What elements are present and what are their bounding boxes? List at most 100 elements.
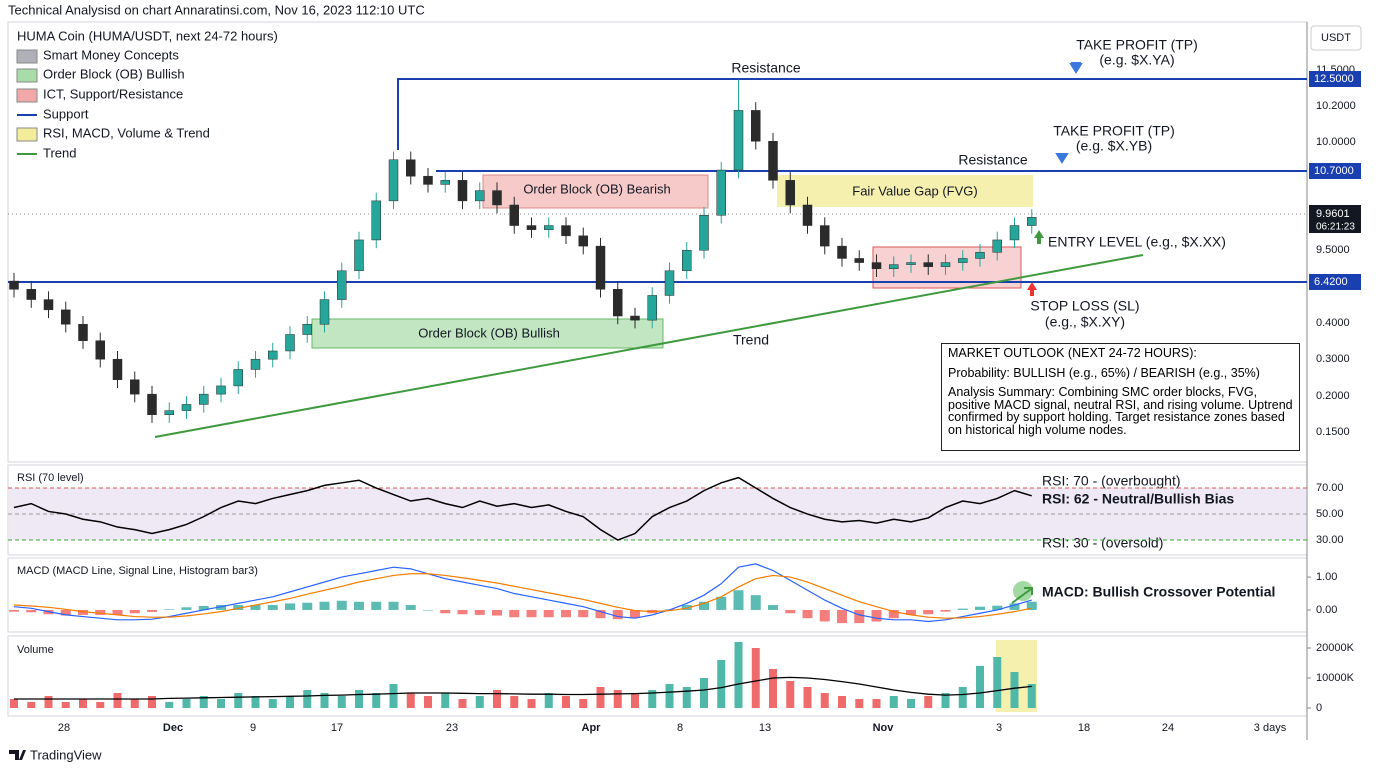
trend-line <box>154 254 1144 438</box>
histogram-bar <box>423 609 433 611</box>
candle-body <box>130 379 140 395</box>
candle-body <box>492 190 502 206</box>
volume-bar <box>631 692 639 708</box>
candle-body <box>233 369 243 387</box>
candle-body <box>664 270 675 296</box>
macd-line <box>13 563 1032 623</box>
volume-bar <box>941 692 950 708</box>
candle-body <box>388 159 399 202</box>
volume-bar <box>510 695 519 708</box>
candle-body <box>9 280 19 290</box>
y-tick-label: 0.00 <box>1316 604 1337 616</box>
volume-ma <box>14 676 1032 700</box>
candle-body <box>992 239 1002 253</box>
candle-body <box>319 299 330 325</box>
fvg-zone <box>777 175 1033 207</box>
ob-bullish-zone <box>311 318 664 349</box>
volume-bar <box>907 698 915 708</box>
candle-body <box>820 225 830 247</box>
volume-bar <box>96 701 105 708</box>
candle-body <box>871 262 882 269</box>
candle-body <box>526 225 537 230</box>
price-tag <box>1309 163 1361 179</box>
candle-body <box>854 258 864 263</box>
volume-bar <box>544 692 553 708</box>
candle-body <box>699 215 709 251</box>
annotation: MACD: Bullish Crossover Potential <box>1042 584 1275 600</box>
volume-bar <box>234 692 243 708</box>
volume-bar <box>993 656 1002 708</box>
histogram-bar <box>957 608 968 610</box>
histogram-bar <box>733 590 744 610</box>
histogram-bar <box>354 601 364 610</box>
x-tick-label: 17 <box>331 722 343 734</box>
price-label: 0.2000 <box>1316 390 1350 402</box>
volume-bar <box>441 692 450 708</box>
x-tick-label: 8 <box>677 722 683 734</box>
outlook-box: MARKET OUTLOOK (NEXT 24-72 HOURS): Proba… <box>941 343 1300 451</box>
histogram-bar <box>785 609 796 614</box>
legend-label: Trend <box>43 145 76 160</box>
legend-swatch <box>16 68 38 83</box>
volume-bar <box>389 683 398 708</box>
volume-bar <box>958 686 967 708</box>
histogram-bar <box>112 609 123 615</box>
panel-title: MACD (MACD Line, Signal Line, Histogram … <box>17 565 258 577</box>
volume-bar <box>320 692 329 708</box>
volume-bar <box>682 686 691 708</box>
y-tick-label: 20000K <box>1316 642 1355 654</box>
volume-bar <box>372 692 381 708</box>
candle-body <box>837 245 847 259</box>
histogram-bar <box>60 609 71 616</box>
candle-body <box>768 141 778 181</box>
candle-body <box>95 340 105 360</box>
price-label: 9.5000 <box>1316 244 1350 256</box>
volume-bar <box>182 698 191 708</box>
resistance-line <box>397 78 1307 150</box>
tp-arrows <box>1055 62 1083 164</box>
histogram-bar <box>129 609 140 614</box>
price-label: 0.1500 <box>1316 426 1350 438</box>
histogram-bar <box>923 609 934 615</box>
candle-body <box>682 249 692 272</box>
candle-body <box>975 252 985 259</box>
annotation: (e.g., $X.XY) <box>1045 314 1125 330</box>
annotation: (e.g. $X.YB) <box>1076 138 1152 154</box>
histogram-bar <box>768 605 778 610</box>
legend-swatch <box>16 88 38 103</box>
legend-swatch <box>16 49 38 64</box>
candle-body <box>595 245 606 290</box>
histogram-bar <box>681 605 692 610</box>
histogram-bar <box>578 609 589 618</box>
volume-bar <box>61 701 70 708</box>
macd-line <box>13 573 1032 619</box>
histogram-bar <box>216 605 226 610</box>
volume-bar <box>27 701 36 708</box>
panel-title: RSI (70 level) <box>17 472 84 484</box>
x-tick-label: 18 <box>1078 722 1090 734</box>
histogram-bar <box>975 606 985 610</box>
x-tick-label: 9 <box>250 722 256 734</box>
legend-label: Order Block (OB) Bullish <box>43 66 185 81</box>
rsi-line <box>13 476 1032 541</box>
annotation: Order Block (OB) Bullish <box>418 325 560 340</box>
x-tick-label: 3 days <box>1254 722 1287 734</box>
candle-body <box>147 393 157 415</box>
histogram-bar <box>181 607 192 610</box>
histogram-bar <box>440 609 451 614</box>
price-label: 0.3000 <box>1316 353 1350 365</box>
histogram-bar <box>750 595 761 610</box>
volume-bar <box>924 695 933 708</box>
legend-label: Smart Money Concepts <box>43 47 179 62</box>
volume-bar <box>648 689 657 708</box>
candle-body <box>889 264 899 269</box>
histogram-bar <box>9 609 19 612</box>
legend-swatch <box>16 127 38 142</box>
volume-bar <box>10 698 18 708</box>
volume-bar <box>113 692 122 708</box>
annotation: STOP LOSS (SL) <box>1030 298 1139 314</box>
histogram-bar <box>854 609 865 624</box>
currency-button[interactable] <box>1310 25 1362 51</box>
brand-logo <box>9 750 26 760</box>
brand: TradingView <box>30 747 102 762</box>
